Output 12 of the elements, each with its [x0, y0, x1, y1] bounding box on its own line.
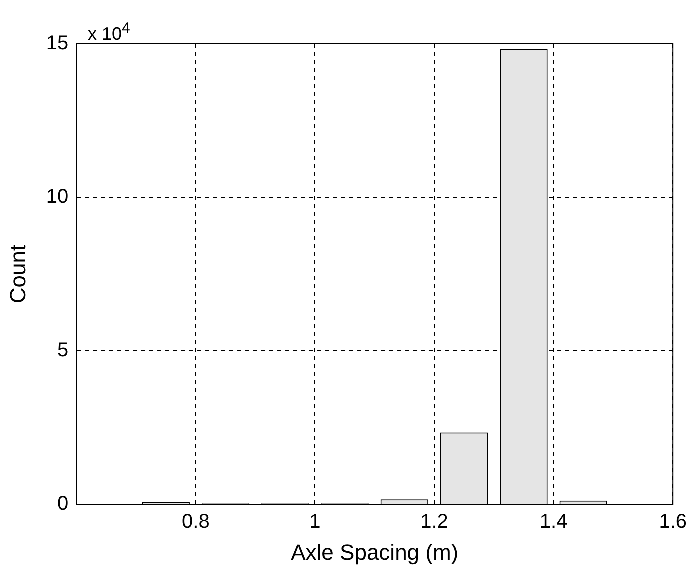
y-tick-label: 5	[58, 340, 69, 362]
y-tick-label: 10	[46, 186, 69, 208]
x-tick-label: 1.2	[420, 511, 448, 534]
annotation: x 10$^{4}$	[88, 20, 130, 45]
x-tick-label: 1.4	[540, 511, 568, 534]
x-tick-label: 1	[310, 511, 321, 534]
y-axis-title: Count	[5, 244, 30, 304]
x-axis-title: Axle Spacing (m)	[291, 540, 459, 565]
x-tick-label: 1.6	[659, 511, 688, 534]
x-tick-label: 0.8	[182, 511, 210, 534]
y-tick-label: 0	[58, 493, 69, 516]
y-tick-label: 15	[46, 32, 69, 55]
